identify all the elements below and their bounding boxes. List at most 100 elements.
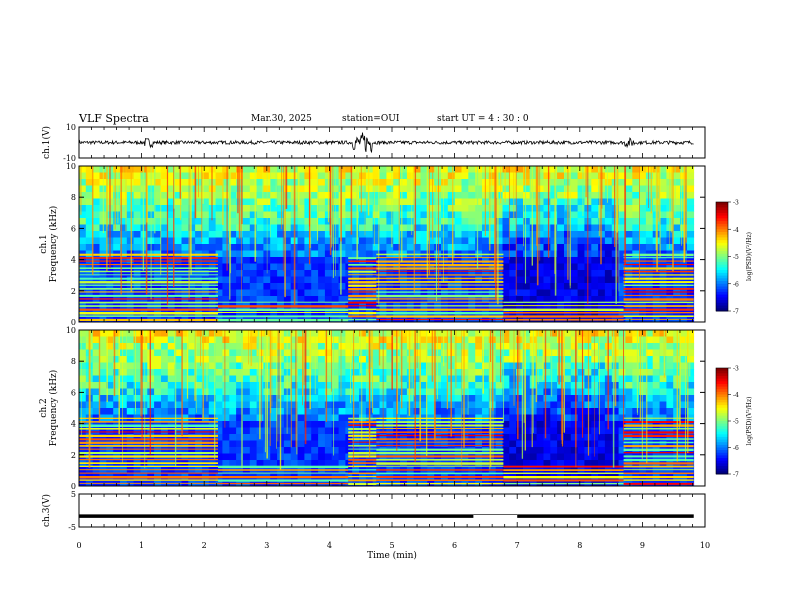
spectrogram-ch2-cell (420, 388, 428, 396)
spectrogram-ch1-band (79, 301, 218, 304)
spectrogram-ch1-cell (270, 218, 278, 225)
spectrogram-ch1-cell (632, 224, 640, 232)
spectrogram-ch2-cell (120, 343, 128, 350)
spectrogram-ch1-cell (120, 257, 128, 264)
spectrogram-ch2-cell (311, 336, 319, 344)
spectrogram-ch1-cell (331, 224, 339, 232)
spectrogram-ch1-cell (181, 172, 189, 180)
spectrogram-ch1-cell (393, 198, 401, 206)
spectrogram-ch1-cell (536, 192, 544, 199)
spectrogram-ch2-cell (215, 408, 223, 415)
spectrogram-ch2-cell (625, 343, 633, 350)
spectrogram-ch1-cell (270, 166, 278, 173)
spectrogram-ch2-cell (331, 382, 339, 389)
spectrogram-ch1-cell (488, 211, 496, 219)
spectrogram-ch1-cell (461, 211, 469, 219)
spectrogram-ch2-cell (304, 434, 312, 441)
spectrogram-ch2-cell (120, 375, 128, 383)
spectrogram-ch2-cell (502, 362, 510, 370)
spectrogram-ch1-band (79, 281, 218, 284)
spectrogram-ch1-cell (242, 250, 251, 258)
spectrogram-ch2-cell (468, 343, 476, 350)
spectrogram-ch1-cell (516, 198, 524, 206)
spectrogram-ch2-cell (318, 401, 326, 409)
spectrogram-ch1-cell (577, 166, 585, 173)
spectrogram-ch1-cell (611, 250, 619, 258)
spectrogram-ch1-cell (577, 270, 585, 277)
spectrogram-ch2-cell (140, 382, 148, 389)
spectrogram-ch1-cell (393, 172, 401, 180)
spectrogram-ch1-cell (277, 172, 285, 180)
spectrogram-ch1-cell (625, 276, 633, 284)
spectrogram-ch2-cell (359, 434, 367, 441)
spectrogram-ch1-cell (113, 263, 121, 271)
spectrogram-ch1-cell (201, 224, 210, 232)
spectrogram-ch2-cell (502, 440, 510, 448)
spectrogram-ch2-cell (338, 460, 346, 467)
spectrogram-ch1-cell (400, 211, 408, 219)
spectrogram-ch1-cell (161, 263, 169, 271)
spectrogram-ch1-cell (529, 237, 537, 245)
spectrogram-ch1-cell (188, 244, 196, 251)
spectrogram-ch2-cell (174, 382, 182, 389)
spectrogram-ch1-cell (536, 296, 544, 303)
spectrogram-ch1-cell (79, 283, 87, 290)
spectrogram-ch2-cell (413, 395, 421, 402)
spectrogram-ch1-cell (229, 205, 237, 212)
spectrogram-ch1-cell (386, 263, 394, 271)
spectrogram-ch2-cell (174, 375, 182, 383)
spectrogram-ch2-cell (311, 330, 319, 337)
spectrogram-ch2-cell (133, 362, 141, 370)
spectrogram-ch1-cell (393, 237, 401, 245)
spectrogram-ch1-cell (434, 289, 442, 297)
spectrogram-ch1-cell (564, 289, 572, 297)
spectrogram-ch1-cell (188, 231, 196, 238)
spectrogram-ch2-cell (482, 388, 490, 396)
spectrogram-ch1-cell (201, 283, 210, 290)
spectrogram-ch2-cell (167, 375, 175, 383)
spectrogram-ch2-cell (215, 356, 223, 363)
spectrogram-ch1-cell (516, 224, 524, 232)
spectrogram-ch1-band (79, 277, 218, 280)
spectrogram-ch1-cell (543, 218, 551, 225)
spectrogram-ch1-band (623, 312, 694, 314)
spectrogram-ch1-colorbar-step (716, 300, 728, 304)
spectrogram-ch2-cell (468, 421, 476, 428)
spectrogram-ch1-cell (618, 257, 626, 264)
spectrogram-ch1-cell (447, 244, 455, 251)
spectrogram-ch1-cell (543, 283, 551, 290)
spectrogram-ch2-cell (140, 388, 148, 396)
spectrogram-ch2-cell (270, 330, 278, 337)
spectrogram-ch1-cell (516, 237, 524, 245)
spectrogram-ch1-cell (625, 224, 633, 232)
spectrogram-ch1-cell (645, 172, 654, 180)
spectrogram-ch1-cell (618, 185, 626, 193)
spectrogram-ch1-cell (270, 205, 278, 212)
spectrogram-ch1-cell (352, 257, 360, 264)
spectrogram-ch1-cell (379, 198, 387, 206)
spectrogram-ch1-cell (167, 185, 175, 193)
spectrogram-ch2-band (79, 469, 218, 471)
spectrogram-ch1-band (376, 291, 504, 293)
spectrogram-ch1-cell (304, 179, 312, 186)
spectrogram-ch2-cell (652, 349, 660, 357)
spectrogram-ch1-cell (434, 198, 442, 206)
spectrogram-ch2-band (348, 438, 377, 440)
spectrogram-ch2-cell (509, 427, 517, 435)
spectrogram-ch1-cell (495, 244, 503, 251)
spectrogram-ch1-cell (502, 224, 510, 232)
spectrogram-ch1-cell (495, 198, 503, 206)
spectrogram-ch2-cell (338, 414, 346, 422)
spectrogram-ch1-cell (604, 244, 613, 251)
spectrogram-ch1-cell (639, 198, 647, 206)
spectrogram-ch2-cell (475, 349, 483, 357)
spectrogram-ch1-cell (400, 198, 408, 206)
spectrogram-ch1-cell (406, 237, 415, 245)
spectrogram-ch1-cell (550, 250, 558, 258)
spectrogram-ch2-cell (632, 369, 640, 376)
spectrogram-ch2-band (376, 458, 504, 461)
spectrogram-ch1-cell (222, 192, 230, 199)
spectrogram-ch2-band (79, 458, 218, 461)
spectrogram-ch1-cell (365, 250, 374, 258)
spectrogram-ch1-cell (645, 231, 654, 238)
